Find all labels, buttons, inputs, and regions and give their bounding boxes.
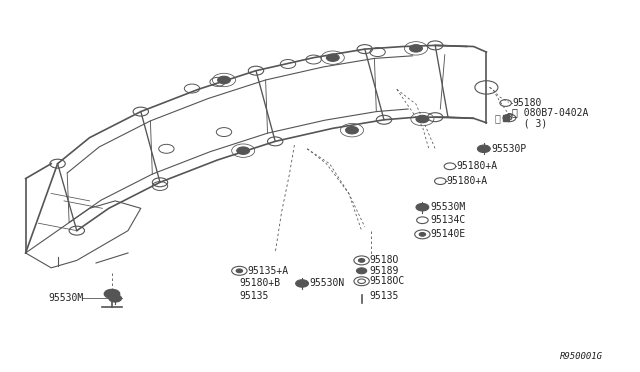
Text: 9518OC: 9518OC <box>369 276 404 286</box>
Text: 95189: 95189 <box>369 266 399 276</box>
Text: 95180: 95180 <box>512 98 541 108</box>
Circle shape <box>296 280 308 287</box>
Text: 95135: 95135 <box>239 291 269 301</box>
Text: B: B <box>507 113 512 122</box>
Text: 95135+A: 95135+A <box>247 266 288 276</box>
Text: 95180+A: 95180+A <box>456 161 497 171</box>
Circle shape <box>104 289 120 298</box>
Circle shape <box>109 295 122 302</box>
Text: Ⓑ 080B7-0402A
  ( 3): Ⓑ 080B7-0402A ( 3) <box>512 107 588 129</box>
Circle shape <box>326 54 339 61</box>
Circle shape <box>237 147 250 154</box>
Circle shape <box>416 203 429 211</box>
Text: 95140E: 95140E <box>430 230 465 239</box>
Text: 95530P: 95530P <box>492 144 527 154</box>
Circle shape <box>416 115 429 123</box>
Text: 9518O: 9518O <box>369 256 399 265</box>
Circle shape <box>356 268 367 274</box>
Text: 95530M: 95530M <box>48 294 83 303</box>
Text: R950001G: R950001G <box>560 352 603 361</box>
Text: 95135: 95135 <box>369 291 399 301</box>
Circle shape <box>477 145 490 153</box>
Text: 95530N: 95530N <box>310 279 345 288</box>
Circle shape <box>410 45 422 52</box>
Text: 95530M: 95530M <box>430 202 465 212</box>
Text: Ⓑ: Ⓑ <box>495 113 500 123</box>
Circle shape <box>358 259 365 262</box>
Text: 95134C: 95134C <box>430 215 465 225</box>
Circle shape <box>346 126 358 134</box>
Text: 95180+A: 95180+A <box>447 176 488 186</box>
Circle shape <box>236 269 243 273</box>
Circle shape <box>218 76 230 84</box>
Circle shape <box>419 232 426 236</box>
Text: 95180+B: 95180+B <box>239 279 280 288</box>
